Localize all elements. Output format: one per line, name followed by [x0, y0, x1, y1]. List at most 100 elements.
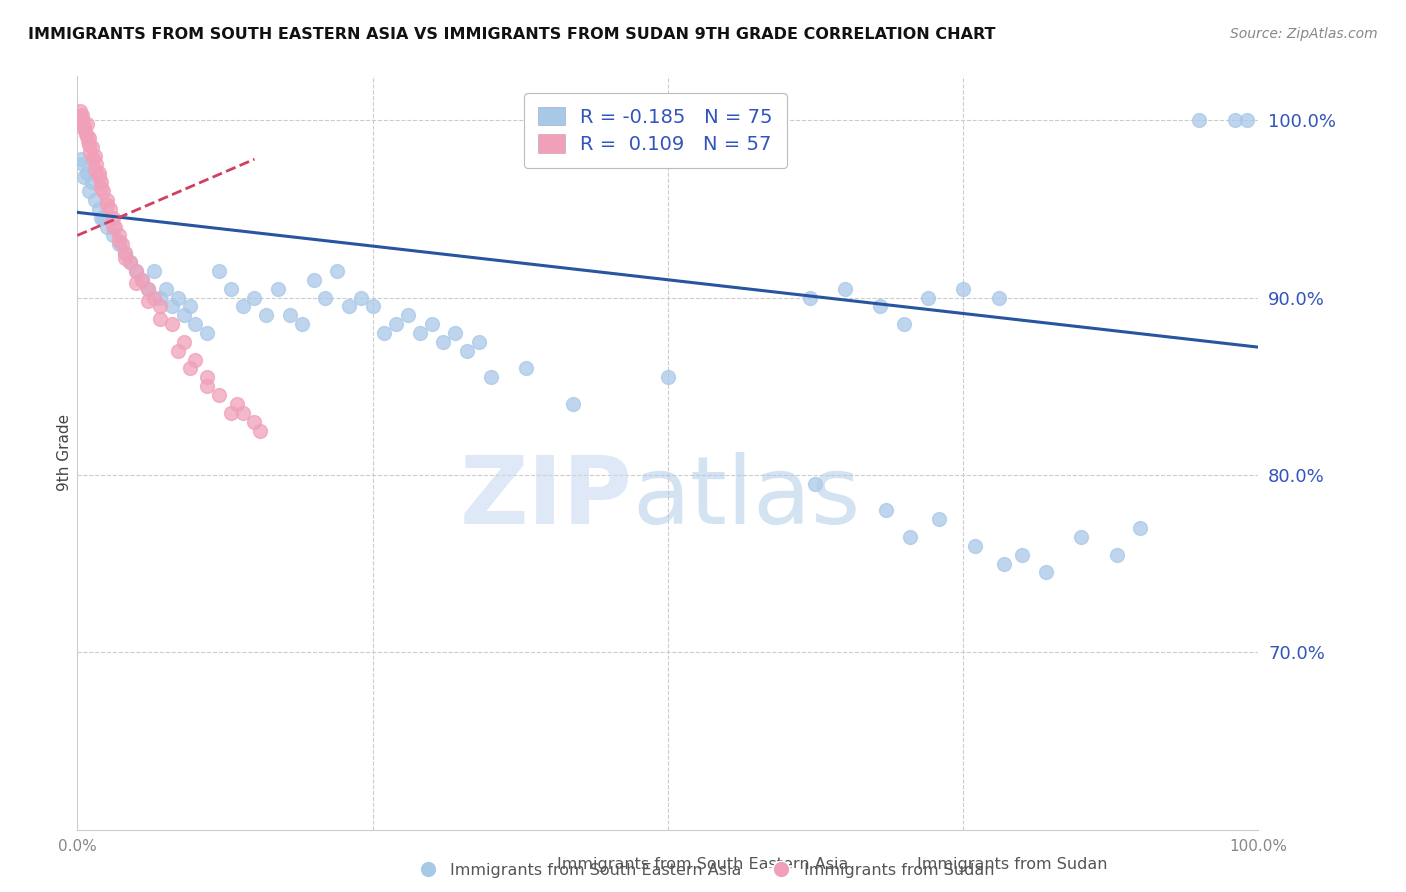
- Text: Immigrants from Sudan: Immigrants from Sudan: [917, 857, 1108, 872]
- Point: [131, 273, 153, 287]
- Point: [243, 291, 266, 305]
- Text: IMMIGRANTS FROM SOUTH EASTERN ASIA VS IMMIGRANTS FROM SUDAN 9TH GRADE CORRELATIO: IMMIGRANTS FROM SOUTH EASTERN ASIA VS IM…: [28, 27, 995, 42]
- Point: [80, 140, 103, 154]
- Point: [208, 264, 231, 278]
- Point: [409, 326, 432, 340]
- Point: [314, 291, 336, 305]
- Point: [184, 317, 207, 331]
- Point: [179, 361, 201, 376]
- Point: [77, 138, 100, 153]
- Point: [232, 406, 254, 420]
- Point: [219, 406, 242, 420]
- Point: [143, 291, 166, 305]
- Point: [219, 282, 242, 296]
- Text: Immigrants from South Eastern Asia: Immigrants from South Eastern Asia: [557, 857, 849, 872]
- Point: [893, 317, 915, 331]
- Point: [91, 211, 114, 225]
- Point: [84, 148, 107, 162]
- Point: [136, 294, 159, 309]
- Point: [195, 370, 218, 384]
- Y-axis label: 9th Grade: 9th Grade: [56, 414, 72, 491]
- Point: [515, 361, 537, 376]
- Point: [131, 273, 153, 287]
- Point: [249, 424, 271, 438]
- Point: [149, 291, 172, 305]
- Point: [195, 379, 218, 393]
- Point: [70, 113, 93, 128]
- Point: [834, 282, 856, 296]
- Point: [114, 246, 136, 260]
- Point: [82, 152, 104, 166]
- Point: [101, 228, 124, 243]
- Point: [917, 291, 939, 305]
- Point: [114, 246, 136, 260]
- Point: [1236, 113, 1258, 128]
- Point: [302, 273, 325, 287]
- Point: [91, 184, 114, 198]
- Point: [96, 219, 118, 234]
- Point: [100, 202, 122, 216]
- Point: [361, 299, 384, 313]
- Point: [396, 308, 419, 322]
- Point: [96, 198, 118, 212]
- Point: [70, 108, 93, 122]
- Point: [79, 145, 101, 159]
- Point: [120, 255, 142, 269]
- Point: [90, 180, 112, 194]
- Point: [73, 122, 96, 136]
- Point: [155, 282, 177, 296]
- Point: [90, 175, 112, 189]
- Point: [952, 282, 974, 296]
- Point: [160, 317, 183, 331]
- Point: [107, 237, 129, 252]
- Point: [173, 308, 195, 322]
- Point: [125, 264, 148, 278]
- Point: [96, 193, 118, 207]
- Point: [291, 317, 314, 331]
- Point: [101, 211, 124, 225]
- Point: [267, 282, 290, 296]
- Point: [73, 120, 96, 135]
- Point: [136, 282, 159, 296]
- Point: [254, 308, 277, 322]
- Point: [160, 299, 183, 313]
- Point: [420, 317, 443, 331]
- Point: [87, 202, 110, 216]
- Point: [179, 299, 201, 313]
- Point: [87, 166, 110, 180]
- Point: [76, 129, 98, 144]
- Point: [149, 311, 172, 326]
- Point: [993, 557, 1015, 571]
- Point: [101, 219, 124, 234]
- Point: [125, 264, 148, 278]
- Legend: R = -0.185   N = 75, R =  0.109   N = 57: R = -0.185 N = 75, R = 0.109 N = 57: [524, 93, 786, 168]
- Point: [149, 299, 172, 313]
- Point: [72, 117, 94, 131]
- Point: [107, 228, 129, 243]
- Point: [70, 152, 93, 166]
- Point: [1011, 548, 1033, 562]
- Point: [444, 326, 467, 340]
- Text: ZIP: ZIP: [460, 452, 633, 544]
- Point: [166, 291, 188, 305]
- Point: [468, 334, 491, 349]
- Point: [1129, 521, 1152, 535]
- Point: [1188, 113, 1211, 128]
- Point: [804, 476, 827, 491]
- Point: [278, 308, 301, 322]
- Point: [1105, 548, 1128, 562]
- Point: [72, 157, 94, 171]
- Point: [1070, 530, 1092, 544]
- Point: [184, 352, 207, 367]
- Point: [928, 512, 950, 526]
- Point: [87, 169, 110, 184]
- Point: [104, 219, 127, 234]
- Point: [114, 252, 136, 266]
- Point: [898, 530, 921, 544]
- Point: [84, 193, 107, 207]
- Text: atlas: atlas: [633, 452, 860, 544]
- Point: [456, 343, 478, 358]
- Point: [326, 264, 349, 278]
- Point: [77, 131, 100, 145]
- Point: [75, 128, 97, 142]
